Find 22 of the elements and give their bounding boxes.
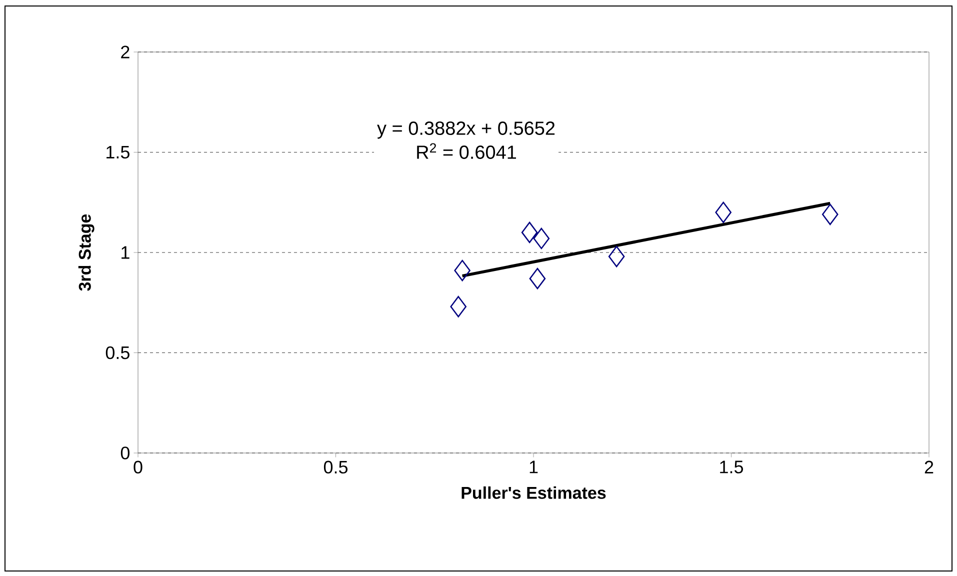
x-tick-label: 0 [134,460,142,474]
y-tick-label: 1.5 [106,146,130,159]
x-tick-label: 1.5 [720,460,744,474]
y-tick-label: 0.5 [106,346,130,360]
y-tick-label: 2 [121,46,130,58]
x-tick-label: 2 [924,460,934,474]
y-axis-title: 3rd Stage [78,214,94,291]
point [521,222,538,244]
annotation: y = 0.3882x + 0.5652 [377,121,555,139]
point [822,204,838,226]
y-tick-label: 0 [120,446,130,460]
point [454,260,470,282]
point [533,228,550,250]
x-axis-title: Puller's Estimates [462,486,606,499]
annotation: R$^{2}$ = 0.6041 [417,143,516,159]
x-tick-label: 0.5 [324,460,348,474]
y-tick-label: 1 [122,246,130,259]
point [450,296,467,318]
point [608,246,625,268]
point [715,202,732,224]
point [529,268,546,290]
x-tick-label: 1 [530,460,538,474]
